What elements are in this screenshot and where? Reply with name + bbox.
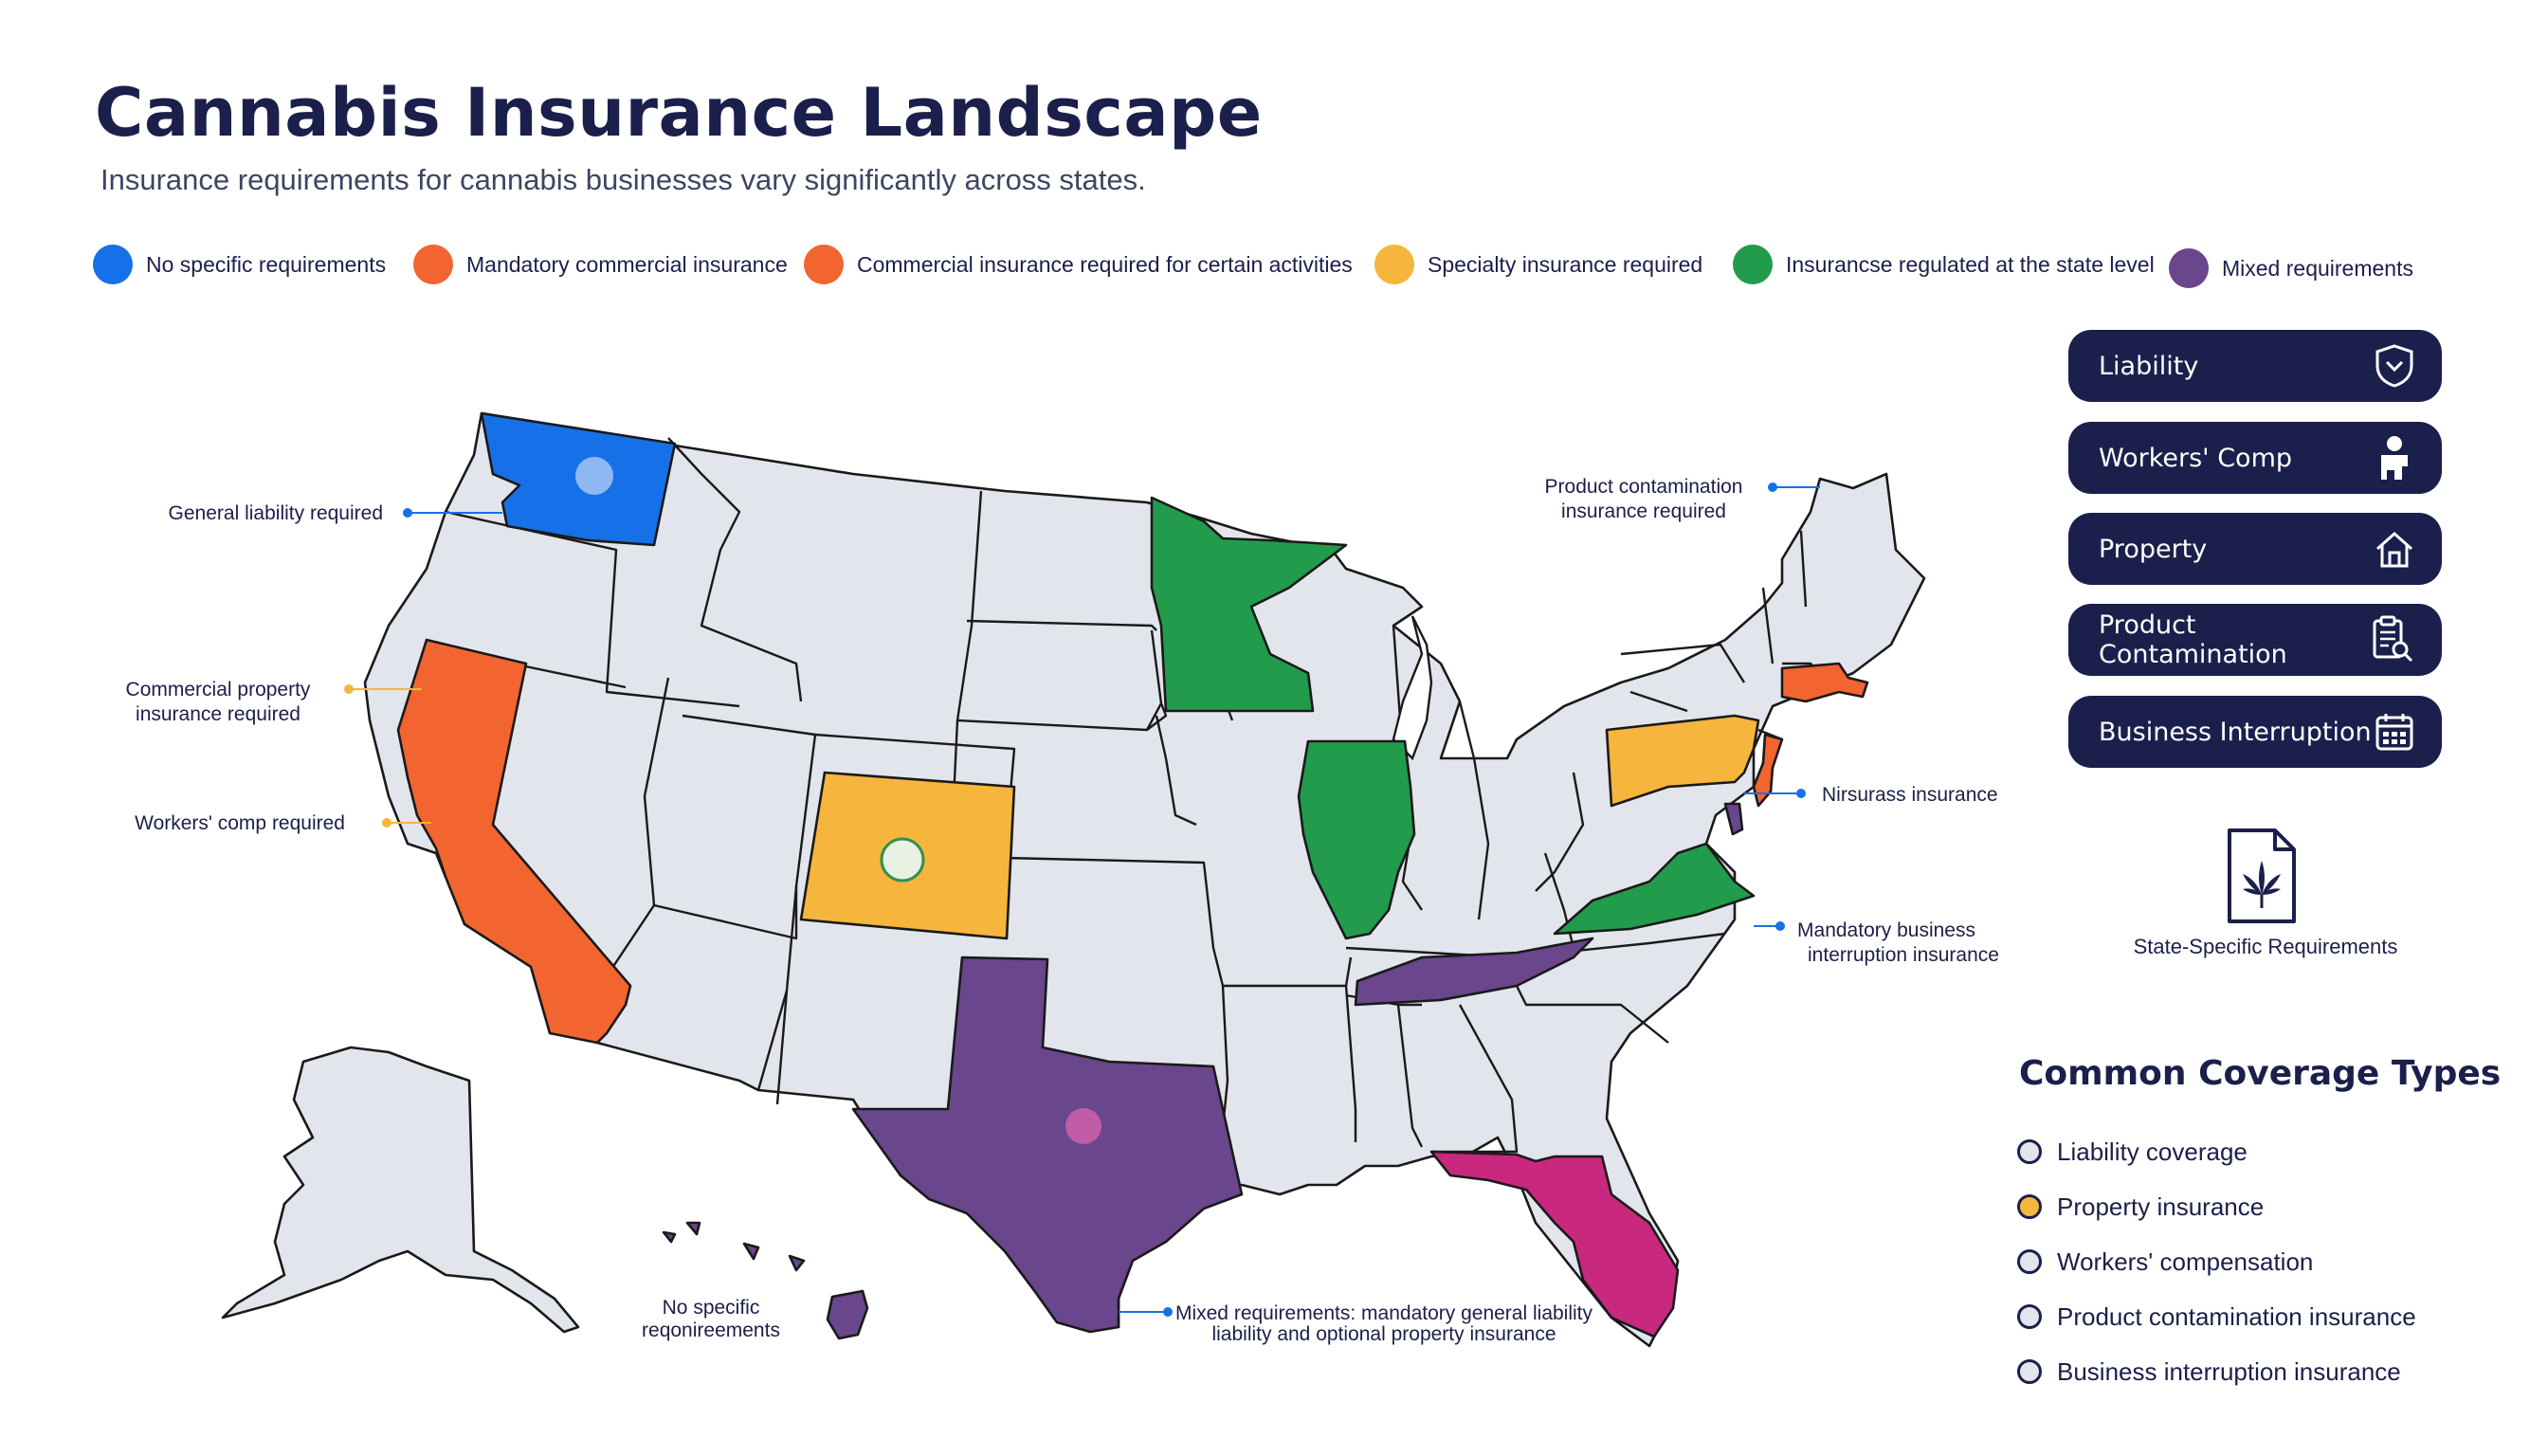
product-contamination-label: Product Contamination (2099, 610, 2287, 669)
svg-text:liability and optional propert: liability and optional property insuranc… (1211, 1323, 1556, 1345)
state-new-jersey (1752, 733, 1784, 808)
callout-general-liability: General liability required (169, 502, 502, 524)
common-coverage-list: Liability coverage Property insurance Wo… (2017, 1124, 2416, 1399)
list-item: Workers' compensation (2017, 1234, 2416, 1289)
product-contamination-button[interactable]: Product Contamination (2068, 604, 2442, 676)
bullet-circle (2017, 1139, 2042, 1164)
state-borders (445, 437, 1830, 1154)
svg-text:No specific: No specific (663, 1297, 760, 1319)
business-interruption-button[interactable]: Business Interruption (2068, 696, 2442, 768)
legend-label: Specialty insurance required (1428, 251, 1703, 277)
list-item: Business interruption insurance (2017, 1344, 2416, 1399)
callout-workers-comp: Workers' comp required (135, 812, 431, 834)
svg-text:reqonireements: reqonireements (642, 1320, 780, 1341)
state-maryland (1723, 802, 1744, 836)
callout-nirsurass: Nirsurass insurance (1744, 784, 1998, 806)
legend-label: Mixed requirements (2222, 255, 2413, 281)
calendar-icon (2375, 714, 2413, 751)
svg-text:insurance required: insurance required (1561, 500, 1726, 522)
legend-item-no-requirements: No specific requirements (93, 241, 386, 288)
legend-swatch (93, 245, 133, 284)
svg-text:insurance required: insurance required (136, 703, 300, 725)
workers-comp-label: Workers' Comp (2099, 443, 2293, 473)
legend-label: Insurancse regulated at the state level (1786, 251, 2155, 277)
state-tennessee (1354, 937, 1594, 1007)
house-icon (2376, 531, 2412, 568)
legend-item-state-regulated: Insurancse regulated at the state level (1733, 241, 2155, 288)
state-california (396, 638, 632, 1045)
state-pennsylvania (1605, 714, 1760, 808)
bullet-circle (2017, 1194, 2042, 1219)
legend-item-mixed: Mixed requirements (2169, 245, 2413, 292)
coverage-label: Liability coverage (2057, 1137, 2248, 1166)
bullet-circle (2017, 1359, 2042, 1384)
callout-business-interruption: Mandatory business interruption insuranc… (1754, 919, 1999, 966)
texas-marker (1065, 1108, 1101, 1144)
svg-text:interruption insurance: interruption insurance (1808, 944, 1999, 966)
bullet-circle (2017, 1249, 2042, 1274)
colorado-marker (880, 837, 925, 883)
business-interruption-label: Business Interruption (2099, 717, 2372, 747)
state-illinois (1297, 739, 1416, 940)
property-button[interactable]: Property (2068, 513, 2442, 585)
svg-text:Product contamination: Product contamination (1545, 476, 1743, 498)
page-subtitle: Insurance requirements for cannabis busi… (100, 163, 1146, 196)
legend-label: No specific requirements (146, 251, 387, 277)
callout-mixed: Mixed requirements: mandatory general li… (1119, 1302, 1593, 1345)
legend-swatch (413, 245, 453, 284)
legend-swatch (804, 245, 844, 284)
state-hawaii (662, 1221, 869, 1340)
state-massachusetts (1780, 662, 1869, 703)
property-label: Property (2099, 534, 2208, 564)
svg-text:Nirsurass insurance: Nirsurass insurance (1822, 784, 1998, 806)
callout-commercial-property: Commercial property insurance required (126, 679, 422, 725)
coverage-label: Workers' compensation (2057, 1247, 2314, 1276)
liability-label: Liability (2099, 351, 2199, 381)
legend-label: Mandatory commercial insurance (466, 251, 788, 277)
bullet-circle (2017, 1304, 2042, 1329)
legend-label: Commercial insurance required for certai… (857, 251, 1353, 277)
callout-no-specific: No specific reqonireements (642, 1297, 780, 1341)
legend-swatch (1374, 245, 1414, 284)
liability-button[interactable]: Liability (2068, 330, 2442, 402)
coverage-label: Property insurance (2057, 1192, 2265, 1221)
shield-icon (2375, 344, 2413, 388)
legend-item-specialty: Specialty insurance required (1374, 241, 1702, 288)
legend-item-mandatory-commercial: Mandatory commercial insurance (413, 241, 788, 288)
lake-michigan (1392, 615, 1433, 761)
legend-swatch (2169, 248, 2209, 288)
coverage-label: Business interruption insurance (2057, 1356, 2401, 1386)
list-item: Property insurance (2017, 1179, 2416, 1234)
state-florida (1429, 1150, 1680, 1338)
state-alaska (221, 1046, 580, 1334)
callout-product-contamination: Product contamination insurance required (1545, 476, 1820, 522)
workers-comp-button[interactable]: Workers' Comp (2068, 422, 2442, 494)
svg-text:General liability required: General liability required (169, 502, 383, 524)
list-item: Product contamination insurance (2017, 1289, 2416, 1344)
map-legend: No specific requirements Mandatory comme… (93, 241, 2444, 288)
legend-item-certain-activities: Commercial insurance required for certai… (804, 241, 1353, 288)
page-title: Cannabis Insurance Landscape (95, 74, 1263, 152)
legend-swatch (1733, 245, 1773, 284)
washington-marker (575, 457, 613, 495)
worker-icon (2381, 436, 2408, 480)
list-item: Liability coverage (2017, 1124, 2416, 1179)
state-specific-label: State-Specific Requirements (2133, 935, 2398, 958)
svg-text:Workers' comp required: Workers' comp required (135, 812, 345, 834)
common-coverage-title: Common Coverage Types (2019, 1054, 2502, 1093)
cannabis-document-icon (2228, 828, 2296, 923)
state-virginia (1553, 842, 1756, 936)
clipboard-search-icon (2373, 615, 2413, 663)
coverage-label: Product contamination insurance (2057, 1301, 2416, 1331)
svg-text:Mixed requirements: mandatory: Mixed requirements: mandatory general li… (1175, 1302, 1593, 1324)
svg-text:Commercial property: Commercial property (126, 679, 311, 701)
state-minnesota (1150, 496, 1348, 713)
svg-text:Mandatory business: Mandatory business (1797, 919, 1975, 941)
